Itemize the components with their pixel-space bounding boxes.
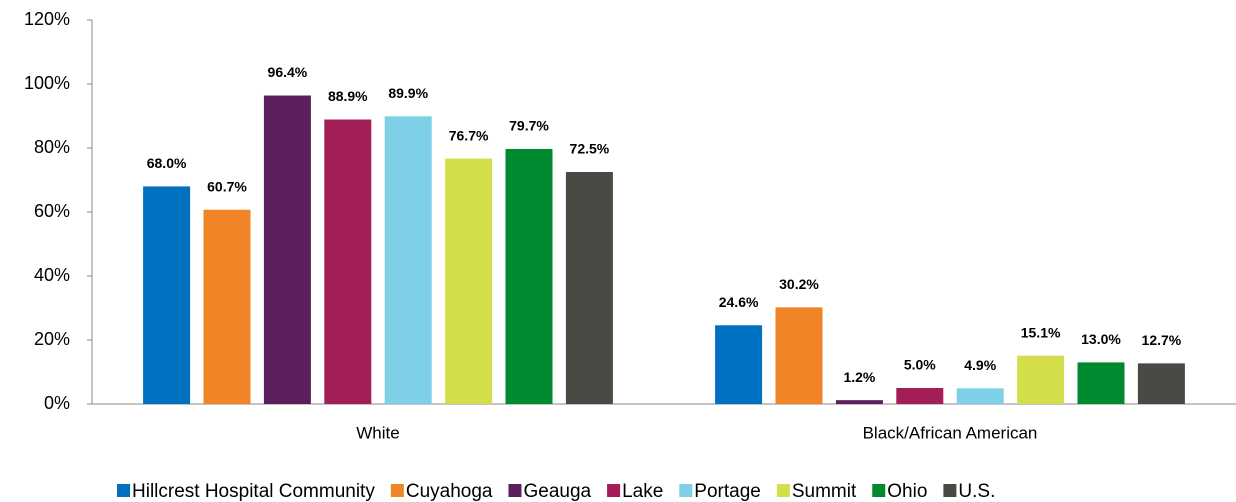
value-label: 96.4% — [268, 64, 308, 80]
legend-label: Geauga — [523, 481, 591, 502]
legend-swatch — [943, 484, 957, 497]
legend-label: Summit — [792, 481, 857, 502]
legend-label: Cuyahoga — [406, 481, 493, 502]
bar — [203, 209, 251, 404]
bar — [565, 172, 613, 404]
y-tick-label: 40% — [34, 265, 70, 285]
y-tick-label: 60% — [34, 201, 70, 221]
bar — [1137, 363, 1185, 404]
value-label: 4.9% — [964, 357, 996, 373]
bar — [775, 307, 823, 404]
bar — [896, 388, 944, 404]
value-label: 24.6% — [719, 294, 759, 310]
value-label: 89.9% — [388, 85, 428, 101]
bar — [956, 388, 1004, 404]
value-label: 15.1% — [1021, 324, 1061, 340]
legend-swatch — [390, 484, 404, 497]
bar — [1017, 355, 1065, 404]
x-tick-label: White — [356, 423, 399, 442]
y-tick-label: 80% — [34, 137, 70, 157]
bar — [263, 95, 311, 405]
y-tick-label: 20% — [34, 329, 70, 349]
value-label: 79.7% — [509, 118, 549, 134]
legend-swatch — [117, 484, 130, 497]
legend-swatch — [872, 484, 886, 497]
value-label: 72.5% — [570, 141, 610, 157]
legend-swatch — [679, 484, 693, 497]
value-label: 5.0% — [904, 357, 936, 373]
bar — [505, 148, 553, 404]
bar — [324, 119, 372, 405]
value-label: 88.9% — [328, 88, 368, 104]
value-label: 1.2% — [843, 369, 875, 385]
y-tick-label: 0% — [44, 393, 70, 413]
y-tick-label: 120% — [24, 9, 70, 29]
value-label: 13.0% — [1081, 331, 1121, 347]
y-tick-label: 100% — [24, 73, 70, 93]
bar — [835, 400, 883, 404]
value-label: 30.2% — [779, 276, 819, 292]
value-label: 12.7% — [1142, 332, 1182, 348]
value-label: 76.7% — [449, 127, 489, 143]
legend-label: Portage — [694, 481, 761, 502]
legend-swatch — [776, 484, 790, 497]
value-label: 68.0% — [147, 155, 187, 171]
legend-label: Ohio — [887, 481, 927, 502]
bar — [445, 158, 493, 404]
bar — [715, 325, 763, 404]
x-tick-label: Black/African American — [863, 423, 1038, 442]
legend-label: Hillcrest Hospital Community — [132, 481, 375, 502]
bar — [1077, 362, 1125, 404]
legend-swatch — [508, 484, 522, 497]
legend-label: U.S. — [958, 481, 995, 502]
legend-label: Lake — [622, 481, 663, 502]
legend-swatch — [607, 484, 621, 497]
bar — [143, 186, 191, 404]
bar — [384, 116, 432, 404]
value-label: 60.7% — [207, 178, 247, 194]
